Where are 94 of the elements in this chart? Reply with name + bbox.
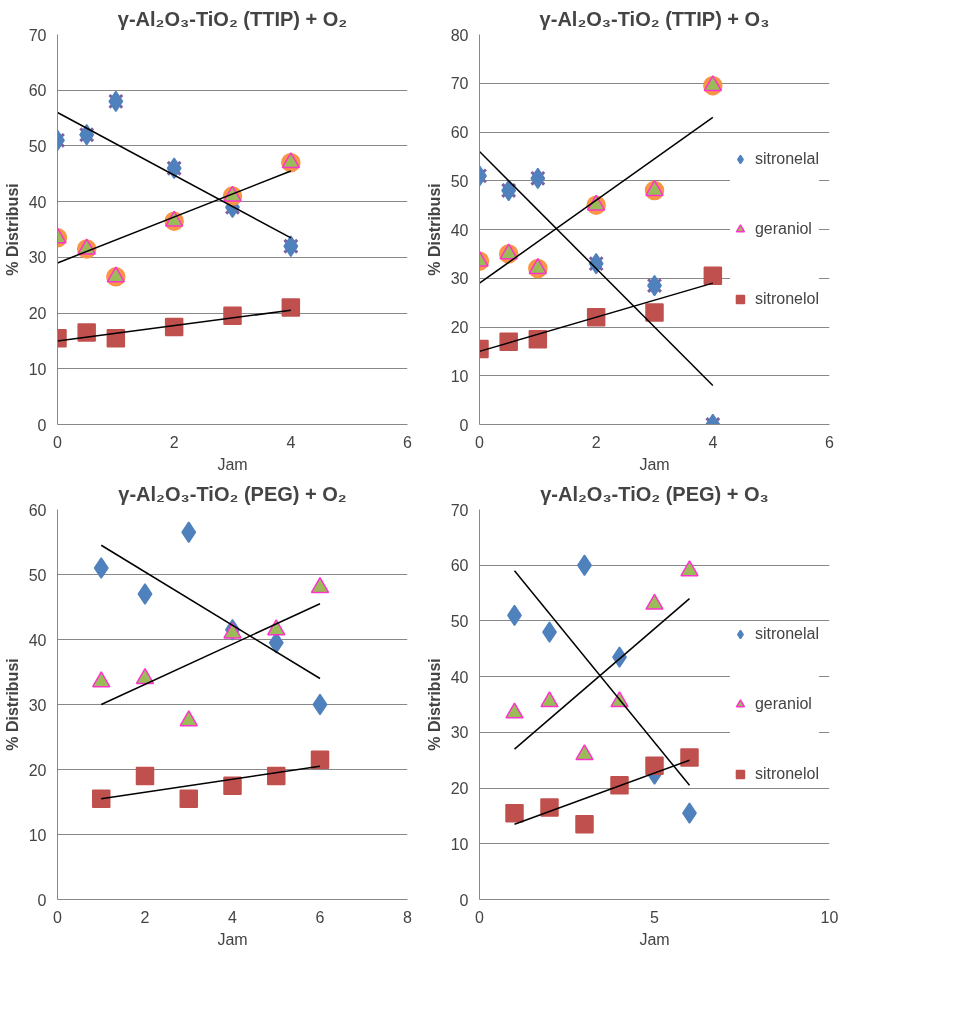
chart-title: γ-Al₂O₃-TiO₂ (PEG) + O₂	[118, 482, 347, 505]
point	[310, 750, 330, 769]
y-tick-label: 70	[450, 501, 469, 519]
point	[645, 756, 664, 776]
y-tick-label: 60	[450, 124, 469, 141]
point	[610, 776, 629, 795]
chart-title: γ-Al₂O₃-TiO₂ (TTIP) + O₃	[539, 7, 770, 30]
y-tick-label: 0	[37, 891, 47, 909]
x-tick-label: 0	[475, 433, 485, 451]
x-tick-label: 6	[315, 908, 325, 926]
point	[137, 583, 153, 605]
y-tick-label: 60	[450, 557, 469, 575]
x-tick-label: 10	[820, 908, 839, 926]
y-tick-label: 70	[450, 75, 469, 93]
point	[680, 560, 699, 577]
point	[93, 557, 109, 579]
legend-label: sitronelal	[754, 625, 819, 643]
x-axis-title: Jam	[217, 455, 248, 473]
x-tick-label: 4	[228, 908, 238, 926]
chart-title: γ-Al₂O₃-TiO₂ (TTIP) + O₂	[117, 7, 348, 30]
y-tick-label: 20	[28, 761, 47, 779]
y-axis-title: % Distribusi	[425, 183, 443, 276]
y-tick-label: 50	[450, 612, 469, 630]
legend-label: geraniol	[754, 220, 812, 238]
y-tick-label: 10	[450, 367, 469, 385]
point	[680, 748, 699, 767]
point	[575, 744, 594, 761]
point	[267, 766, 286, 786]
y-tick-label: 10	[450, 835, 469, 853]
x-tick-label: 8	[403, 908, 413, 926]
y-axis-title: % Distribusi	[3, 658, 21, 751]
y-tick-label: 30	[450, 270, 469, 288]
y-tick-label: 50	[28, 566, 47, 584]
x-tick-label: 6	[825, 433, 835, 451]
y-tick-label: 20	[450, 319, 469, 336]
y-tick-label: 40	[28, 631, 47, 649]
legend-label: sitronelal	[754, 150, 819, 168]
point	[223, 306, 242, 326]
y-tick-label: 10	[28, 826, 47, 844]
y-tick-label: 0	[459, 891, 469, 909]
point	[77, 323, 96, 342]
legend-label: sitronelol	[754, 765, 819, 783]
y-tick-label: 0	[37, 416, 47, 434]
y-tick-label: 20	[28, 305, 47, 323]
point	[540, 798, 559, 817]
point	[540, 691, 559, 708]
y-tick-label: 0	[459, 416, 469, 434]
y-tick-label: 60	[28, 501, 47, 519]
point	[223, 776, 242, 795]
point	[505, 702, 524, 719]
point	[645, 303, 664, 322]
x-tick-label: 2	[140, 908, 150, 926]
y-tick-label: 60	[28, 82, 47, 100]
legend-label: sitronelol	[754, 290, 819, 308]
point	[281, 298, 301, 317]
x-tick-label: 6	[403, 433, 413, 451]
x-tick-label: 4	[286, 433, 296, 451]
point	[586, 308, 606, 327]
y-tick-label: 80	[450, 26, 469, 44]
y-tick-label: 40	[450, 668, 469, 686]
y-tick-label: 50	[28, 137, 47, 155]
legend-label: geraniol	[754, 695, 812, 713]
y-tick-label: 30	[28, 249, 47, 267]
x-axis-title: Jam	[639, 455, 670, 473]
x-tick-label: 2	[169, 433, 179, 451]
point	[575, 815, 594, 834]
x-tick-label: 4	[708, 433, 718, 451]
x-axis-title: Jam	[639, 930, 670, 948]
x-tick-label: 0	[53, 908, 63, 926]
y-axis-title: % Distribusi	[3, 183, 21, 276]
chart-title: γ-Al₂O₃-TiO₂ (PEG) + O₃	[540, 482, 769, 505]
y-tick-label: 50	[450, 172, 469, 190]
point	[268, 632, 284, 654]
y-tick-label: 30	[450, 724, 469, 742]
point	[645, 593, 664, 610]
point	[703, 266, 723, 286]
point	[499, 332, 518, 351]
x-axis-title: Jam	[217, 930, 248, 948]
y-tick-label: 70	[28, 26, 47, 44]
y-tick-label: 40	[28, 193, 47, 211]
point	[181, 521, 197, 543]
y-tick-label: 20	[450, 780, 469, 798]
point	[135, 766, 155, 786]
point	[505, 803, 524, 823]
x-tick-label: 0	[53, 433, 63, 451]
x-tick-label: 0	[475, 908, 485, 926]
x-tick-label: 2	[591, 433, 601, 451]
y-tick-label: 40	[450, 221, 469, 239]
x-tick-label: 5	[650, 908, 660, 926]
y-axis-title: % Distribusi	[425, 658, 443, 751]
point	[179, 789, 198, 808]
point	[92, 789, 111, 808]
y-tick-label: 30	[28, 696, 47, 714]
y-tick-label: 10	[28, 360, 47, 378]
